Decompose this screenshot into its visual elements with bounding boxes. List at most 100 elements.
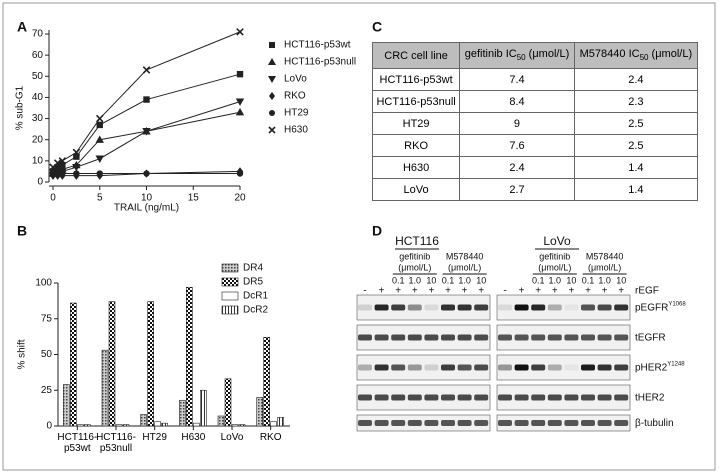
dose-label: 1.0 xyxy=(549,275,562,285)
bar xyxy=(108,301,116,427)
bar xyxy=(231,424,239,427)
marker xyxy=(73,170,80,177)
table-cell: 2.7 xyxy=(459,178,575,201)
marker xyxy=(142,128,151,136)
bar xyxy=(140,414,147,427)
drug-label: M578440 xyxy=(586,251,624,261)
x-tick-label: LoVo xyxy=(220,432,244,443)
y-tick-label: 40 xyxy=(32,92,44,103)
series-line xyxy=(52,101,241,177)
row-label: tEGFR xyxy=(635,332,666,343)
drug-label: gefitinib xyxy=(399,251,430,261)
band xyxy=(531,364,546,371)
band xyxy=(457,334,472,341)
band xyxy=(441,334,455,341)
header-text: CRC cell line xyxy=(384,49,448,62)
band xyxy=(564,334,579,341)
band xyxy=(474,334,489,341)
table-cell: 7.4 xyxy=(459,68,575,91)
header-text: M578440 IC xyxy=(579,48,640,61)
marker xyxy=(54,170,61,177)
bar xyxy=(263,337,270,427)
egf-sign: + xyxy=(585,286,591,297)
dose-label: 1.0 xyxy=(598,275,611,285)
dose-label: 10 xyxy=(566,275,576,285)
legend-label: DcR1 xyxy=(243,291,268,302)
dose-label: 10 xyxy=(426,275,436,285)
band xyxy=(547,364,562,371)
band xyxy=(457,304,472,311)
band xyxy=(407,420,422,426)
header-subscript: 50 xyxy=(516,53,526,63)
header-cell: M578440 IC50 (μmol/L) xyxy=(573,42,699,69)
marker xyxy=(49,170,57,177)
band xyxy=(531,334,546,341)
row-label-text: β-tubulin xyxy=(635,418,674,429)
row-label: pEGFRY1068 xyxy=(635,301,686,313)
bar xyxy=(179,399,186,427)
marker xyxy=(143,170,150,177)
egf-sign: + xyxy=(519,286,525,297)
band xyxy=(358,394,372,401)
bar xyxy=(186,286,193,427)
bar xyxy=(270,421,277,427)
row-label-text: pHER2 xyxy=(635,362,668,373)
band xyxy=(614,394,629,401)
x-tick-label: RKO xyxy=(259,432,282,443)
table-cell: 1.4 xyxy=(573,156,699,179)
table-cell: 8.4 xyxy=(459,90,575,113)
y-tick-label: 0 xyxy=(37,177,43,188)
band xyxy=(614,364,629,371)
x-tick-label: HCT116-p53wt xyxy=(57,432,98,454)
band xyxy=(424,304,439,311)
bar xyxy=(122,424,130,427)
band xyxy=(514,334,529,341)
band xyxy=(474,364,489,371)
band xyxy=(474,394,489,401)
table-cell: RKO xyxy=(371,134,461,157)
marker xyxy=(54,164,61,171)
table-cell: 2.4 xyxy=(459,156,575,179)
band xyxy=(474,420,489,426)
marker xyxy=(236,170,244,177)
dose-label: 0.1 xyxy=(392,275,405,285)
egf-sign: + xyxy=(568,286,574,297)
table-cell: 2.3 xyxy=(573,90,699,113)
marker xyxy=(73,153,80,160)
band xyxy=(374,420,389,426)
egf-sign: + xyxy=(552,286,558,297)
band xyxy=(564,394,579,401)
x-tick-label: HCT116-p53null xyxy=(96,432,136,454)
bar xyxy=(200,389,207,427)
bar xyxy=(77,424,84,427)
band xyxy=(407,304,422,311)
y-tick-label: 70 xyxy=(32,29,44,40)
y-tick-label: 0 xyxy=(46,421,52,432)
band xyxy=(564,420,579,426)
band xyxy=(498,394,512,401)
drug-label: M578440 xyxy=(446,251,484,261)
table-cell: 7.6 xyxy=(459,134,575,157)
egf-sign: + xyxy=(602,286,608,297)
table-cell: 9 xyxy=(459,112,575,135)
band xyxy=(441,304,455,311)
marker xyxy=(72,164,81,172)
band xyxy=(457,394,472,401)
band xyxy=(424,364,439,371)
marker xyxy=(269,92,275,100)
x-tick-label: 10 xyxy=(141,193,153,204)
legend-label: HT29 xyxy=(284,108,309,119)
band xyxy=(441,394,455,401)
band xyxy=(374,304,389,311)
marker xyxy=(96,121,103,129)
group-label: HCT116 xyxy=(395,234,439,248)
band xyxy=(474,304,489,311)
y-tick-label: 20 xyxy=(32,134,44,145)
marker xyxy=(142,66,151,74)
band xyxy=(407,364,422,371)
drug-unit: (μmol/L) xyxy=(538,262,571,272)
egf-sign: + xyxy=(379,286,385,297)
egf-sign: + xyxy=(428,286,434,297)
table-row: HCT116-p53null 8.4 2.3 xyxy=(371,90,699,113)
